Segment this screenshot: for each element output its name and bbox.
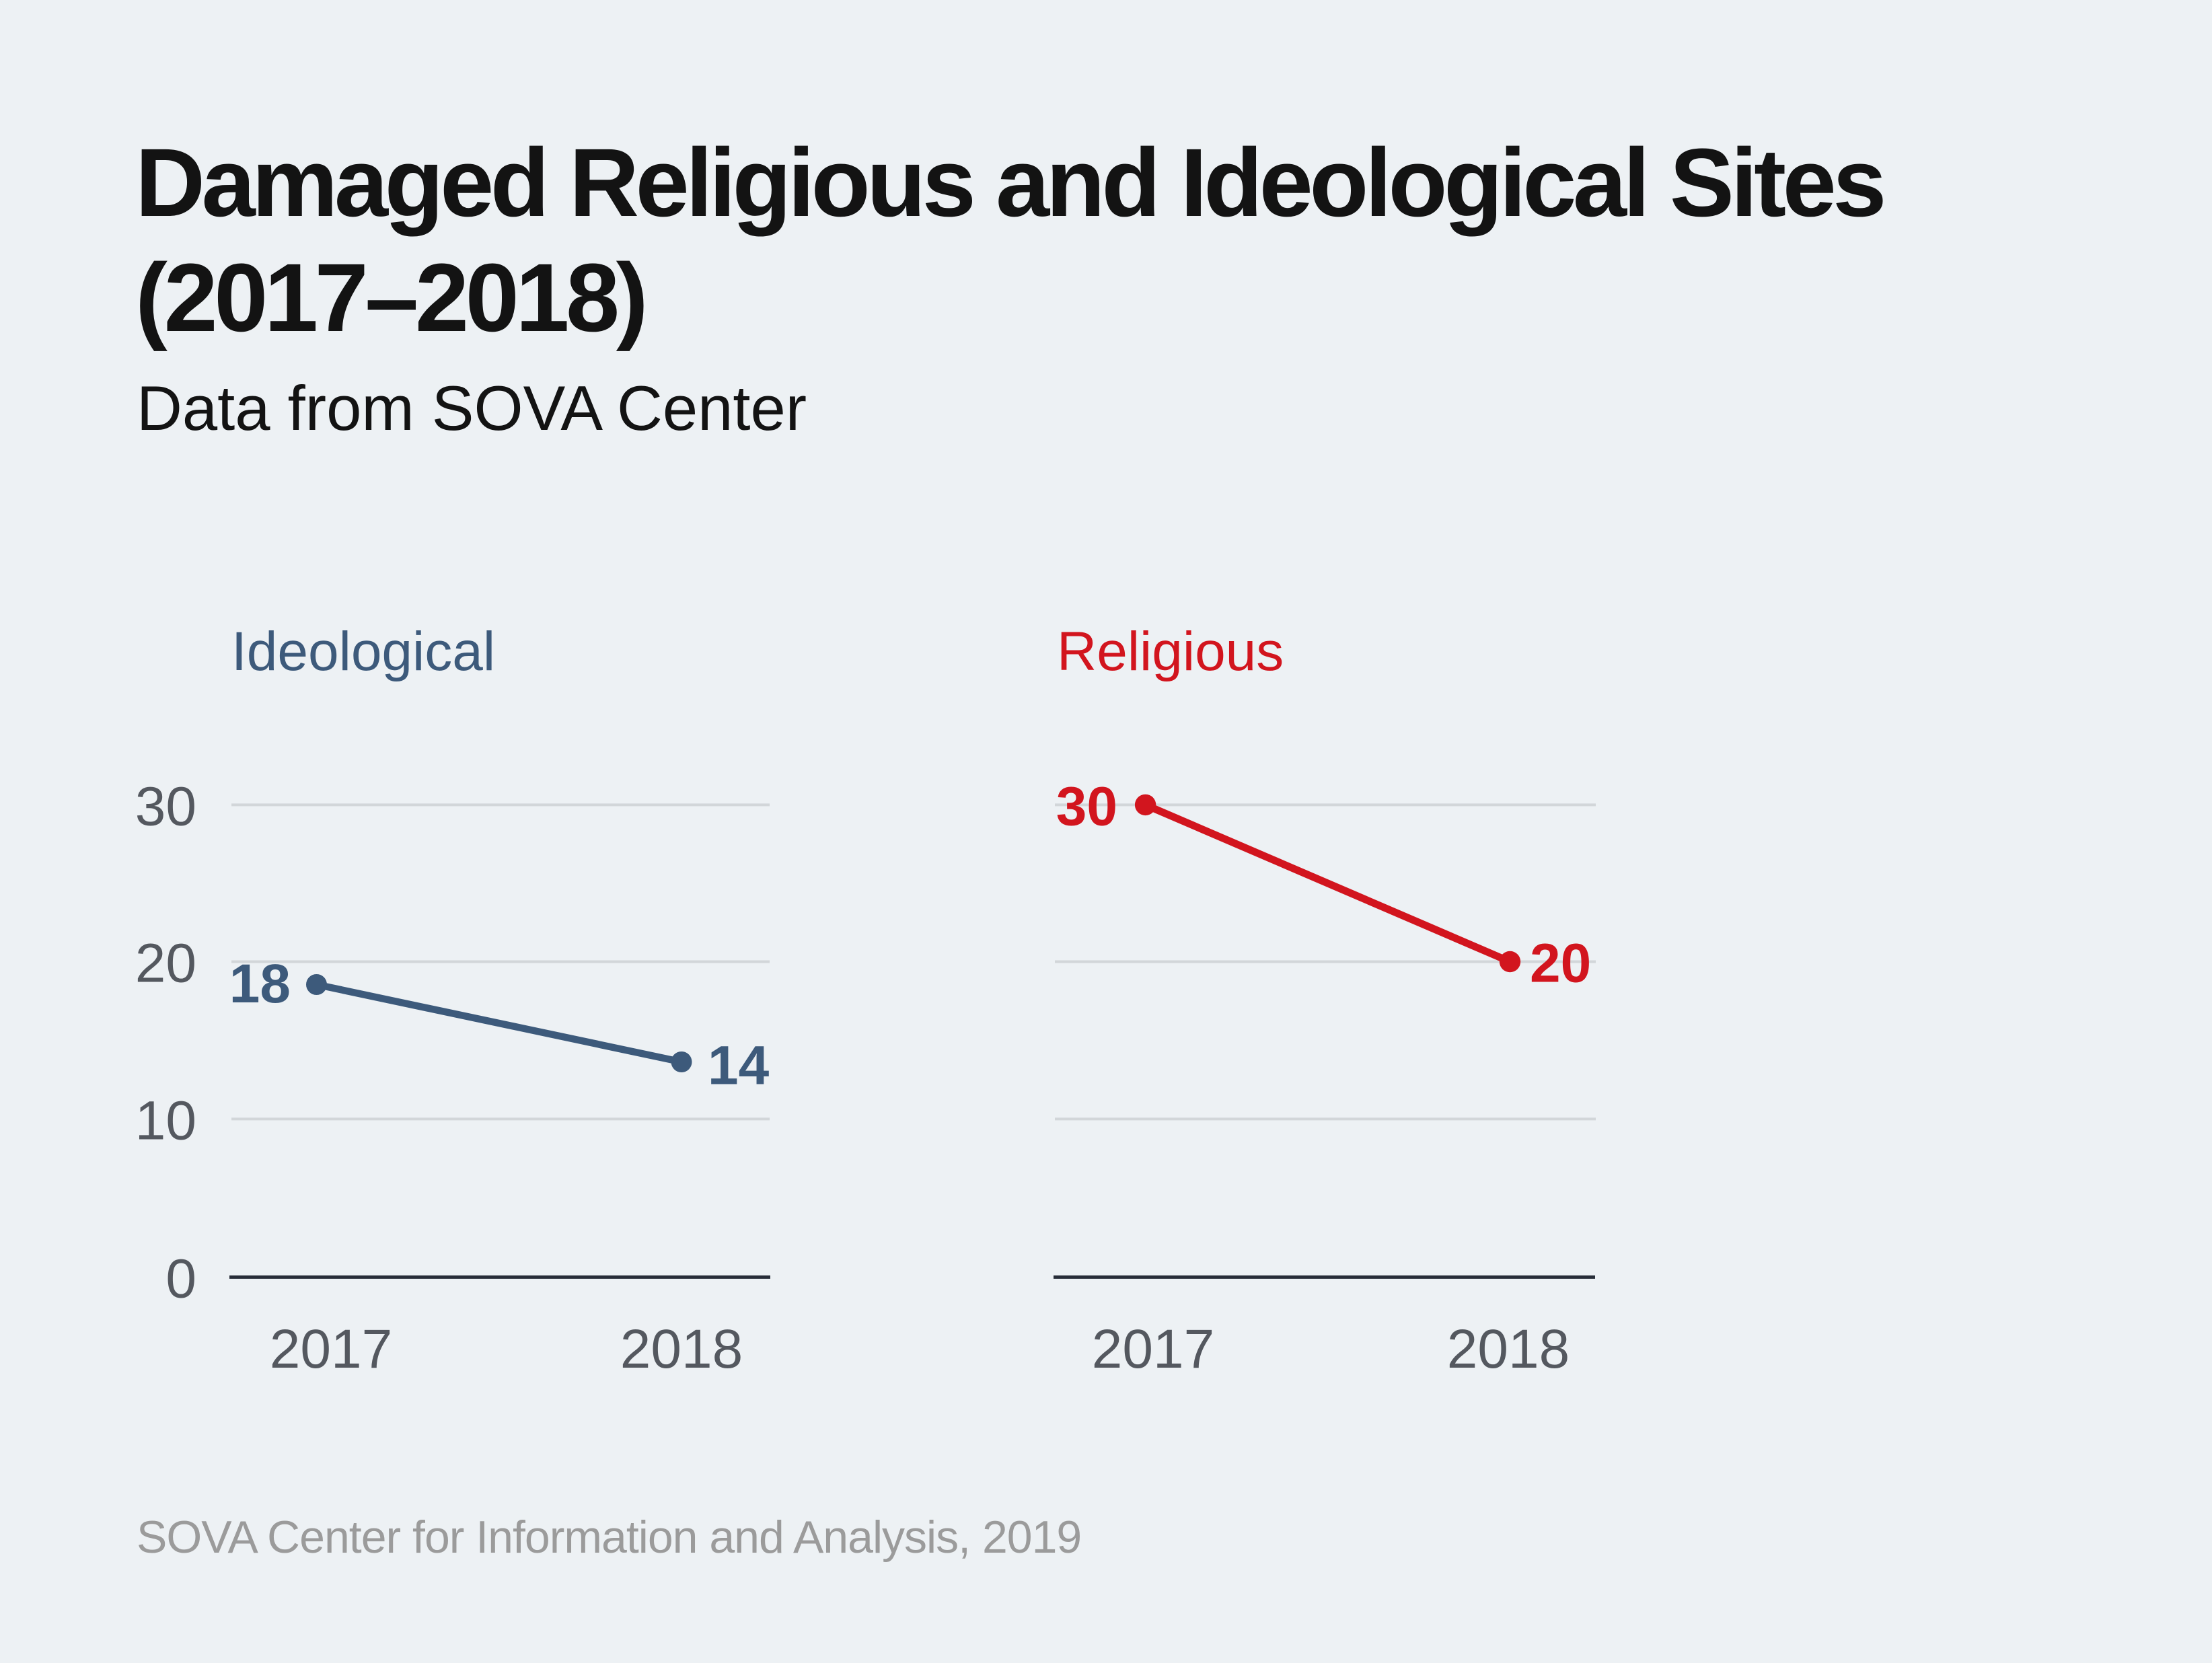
svg-text:2018: 2018 bbox=[620, 1319, 743, 1380]
svg-text:30: 30 bbox=[1056, 776, 1117, 837]
svg-text:20: 20 bbox=[1530, 932, 1591, 994]
svg-text:30: 30 bbox=[135, 776, 196, 837]
svg-text:20: 20 bbox=[135, 932, 196, 994]
svg-text:Religious: Religious bbox=[1057, 621, 1284, 682]
svg-text:Ideological: Ideological bbox=[231, 621, 495, 682]
svg-text:2017: 2017 bbox=[1092, 1319, 1214, 1380]
svg-text:2017: 2017 bbox=[270, 1319, 392, 1380]
svg-text:0: 0 bbox=[165, 1248, 196, 1309]
svg-text:18: 18 bbox=[229, 953, 291, 1014]
svg-text:10: 10 bbox=[135, 1090, 196, 1151]
svg-text:2018: 2018 bbox=[1447, 1319, 1570, 1380]
svg-text:14: 14 bbox=[708, 1035, 770, 1097]
